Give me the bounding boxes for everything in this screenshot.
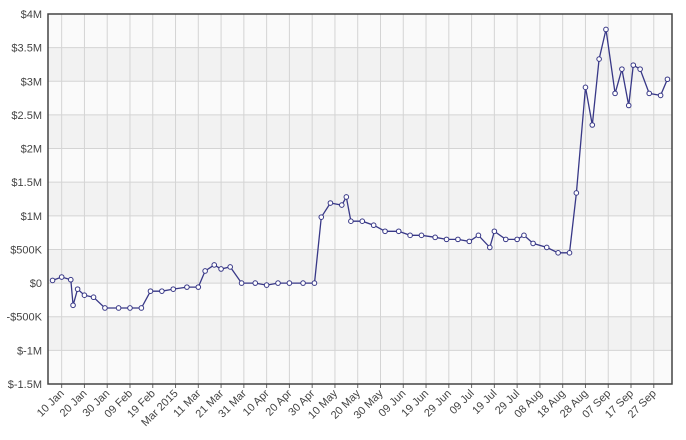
data-point [227,264,233,270]
data-point [455,236,461,243]
data-point [566,250,573,256]
data-point [138,305,145,311]
y-tick-label: $500K [10,244,42,256]
data-point [343,194,350,200]
data-point [664,76,671,83]
data-point [619,66,625,72]
data-point [555,250,561,256]
data-point [582,84,589,91]
data-point [466,238,473,245]
data-point [211,262,218,268]
data-point [514,236,520,243]
data-point [147,288,154,294]
data-point [475,232,482,239]
grid-band [48,47,672,82]
y-tick-label: $-1.5M [8,379,42,391]
y-tick-label: $3M [21,76,42,88]
y-tick-label: $2M [21,144,42,156]
y-tick-label: $1M [21,211,42,223]
data-point [370,222,377,229]
data-point [311,280,318,286]
data-point [612,90,618,97]
data-point [90,294,97,301]
data-point [67,276,74,283]
data-point [327,200,334,206]
y-tick-label: $4M [21,9,42,21]
data-point [184,284,190,290]
y-tick-label: $3.5M [11,43,42,55]
y-tick-label: $-1M [17,345,42,357]
data-point [275,280,281,286]
y-tick-label: -$500K [7,312,43,324]
data-point [202,268,208,274]
grid-band [48,81,672,115]
data-point [589,122,596,128]
y-tick-label: $0 [30,278,42,290]
grid-band [48,316,672,351]
plot-border [47,13,673,385]
data-point [432,234,438,241]
data-point [348,218,354,224]
data-point [407,232,413,239]
data-point [218,266,224,272]
data-point [252,280,259,286]
grid-band [48,182,672,216]
data-point [263,282,270,288]
data-point [49,277,56,284]
data-point [338,202,345,208]
data-point [491,228,498,235]
grid-band [48,14,672,48]
grid-band [48,148,672,183]
data-point [115,305,122,311]
data-point [238,280,245,286]
grid-band [48,249,672,284]
data-point [395,228,402,235]
data-point [487,244,493,251]
data-point [637,66,643,72]
data-point [530,240,536,247]
data-point [170,286,177,292]
grid-band [48,350,672,384]
grid-band [48,283,672,317]
data-point [70,302,76,309]
data-point [630,62,637,68]
data-point [646,90,653,97]
data-point [286,280,293,286]
data-point [127,305,133,311]
data-point [159,288,165,294]
data-point [195,284,202,290]
data-point [300,280,306,286]
data-point [603,26,609,33]
grid-band [48,114,672,149]
y-tick-label: $2.5M [11,110,42,122]
data-point [625,102,632,109]
data-point [657,92,664,99]
data-point [102,305,108,311]
data-point [318,214,325,220]
data-point [74,286,81,292]
data-point [418,232,425,239]
data-point [58,274,65,280]
data-point [359,218,366,224]
data-point [573,190,580,196]
data-point [543,244,550,251]
data-point [521,232,527,239]
data-point [443,236,450,243]
data-point [81,292,88,299]
y-tick-label: $1.5M [11,177,42,189]
data-point [502,236,509,243]
data-point [382,228,388,235]
data-point [596,56,602,62]
